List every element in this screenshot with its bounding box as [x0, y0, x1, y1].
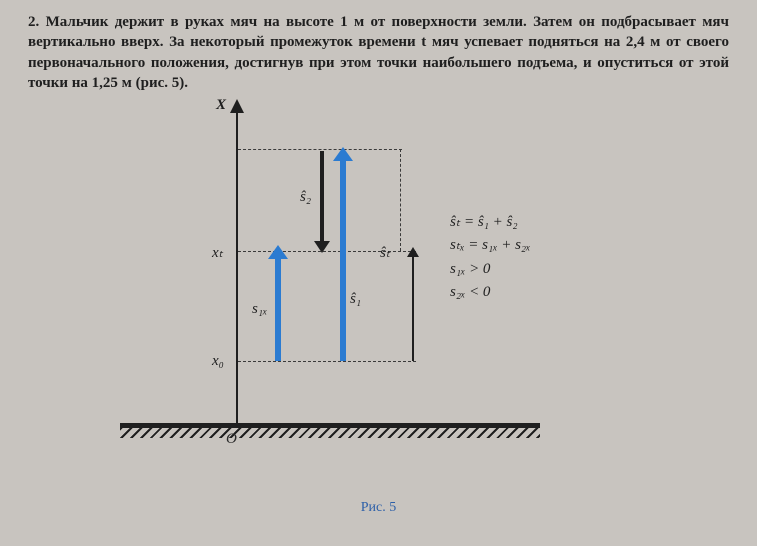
- label-st: ŝₜ: [380, 243, 390, 262]
- eq-1: ŝₜ = ŝ₁ + ŝ₂: [450, 211, 530, 234]
- problem-text: 2. Мальчик держит в руках мяч на высоте …: [0, 0, 757, 101]
- axis-label-x: X: [216, 97, 226, 114]
- origin-label: O: [226, 431, 237, 448]
- eq-3: s₁ₓ > 0: [450, 258, 530, 281]
- eq-2: sₜₓ = s₁ₓ + s₂ₓ: [450, 234, 530, 257]
- label-s1: ŝ₁: [350, 291, 361, 308]
- axis-arrow-icon: [230, 99, 244, 113]
- label-x0: x₀: [212, 353, 224, 370]
- vector-st: [412, 257, 414, 361]
- problem-number: 2.: [28, 14, 39, 30]
- dash-x0: [238, 361, 416, 362]
- label-xt: xₜ: [212, 243, 223, 262]
- vector-s1x: [275, 257, 281, 361]
- figure: X xₜ x₀ s₁ₓ ŝ₁ ŝ₂ ŝₜ O ŝₜ = ŝ₁ + ŝ₂ sₜₓ …: [0, 101, 757, 471]
- dash-top: [238, 149, 402, 150]
- label-s1x: s₁ₓ: [252, 301, 267, 318]
- diagram: X xₜ x₀ s₁ₓ ŝ₁ ŝ₂ ŝₜ O: [180, 101, 440, 441]
- label-s2: ŝ₂: [300, 189, 311, 206]
- equations: ŝₜ = ŝ₁ + ŝ₂ sₜₓ = s₁ₓ + s₂ₓ s₁ₓ > 0 s₂ₓ…: [450, 211, 530, 304]
- eq-4: s₂ₓ < 0: [450, 281, 530, 304]
- vector-s2: [320, 151, 324, 243]
- figure-caption: Рис. 5: [0, 500, 757, 516]
- vector-s1: [340, 159, 346, 361]
- dash-right-upper: [400, 149, 401, 251]
- problem-body: Мальчик держит в руках мяч на высоте 1 м…: [28, 14, 729, 91]
